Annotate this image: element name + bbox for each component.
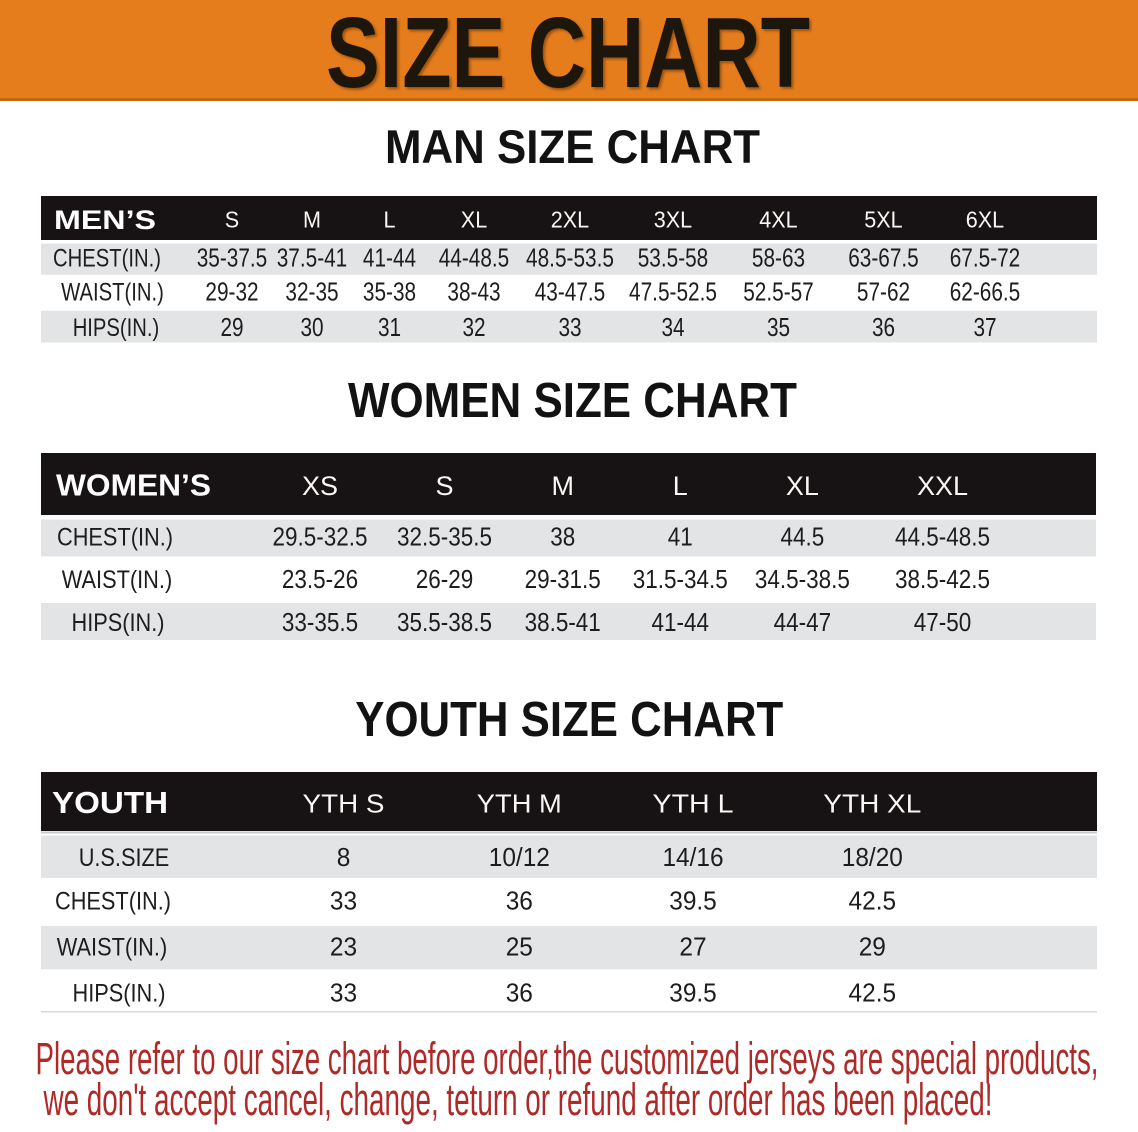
svg-text:30: 30 [300, 312, 323, 342]
svg-text:HIPS(IN.): HIPS(IN.) [72, 609, 165, 637]
svg-text:YTH M: YTH M [477, 789, 562, 819]
svg-text:35.5-38.5: 35.5-38.5 [397, 607, 492, 637]
svg-text:34.5-38.5: 34.5-38.5 [755, 564, 850, 594]
svg-text:37.5-41: 37.5-41 [277, 243, 348, 273]
svg-text:WAIST(IN.): WAIST(IN.) [62, 566, 172, 594]
svg-text:M: M [303, 207, 321, 233]
svg-text:YOUTH SIZE CHART: YOUTH SIZE CHART [355, 692, 783, 747]
svg-text:29: 29 [859, 934, 886, 962]
svg-text:Please refer to our size chart: Please refer to our size chart before or… [36, 1033, 1099, 1084]
svg-text:27: 27 [679, 934, 706, 962]
svg-text:WOMEN SIZE CHART: WOMEN SIZE CHART [348, 373, 797, 428]
svg-text:YTH S: YTH S [303, 789, 385, 819]
svg-text:41-44: 41-44 [652, 607, 710, 637]
svg-text:31: 31 [378, 312, 401, 342]
svg-text:42.5: 42.5 [849, 980, 897, 1008]
svg-text:29-32: 29-32 [205, 277, 258, 307]
svg-text:39.5: 39.5 [669, 888, 717, 916]
svg-text:34: 34 [661, 312, 684, 342]
svg-text:XXL: XXL [917, 471, 968, 501]
svg-text:53.5-58: 53.5-58 [638, 243, 709, 273]
svg-text:58-63: 58-63 [752, 243, 805, 273]
svg-text:S: S [435, 471, 453, 501]
svg-text:48.5-53.5: 48.5-53.5 [526, 243, 614, 273]
svg-text:63-67.5: 63-67.5 [848, 243, 919, 273]
svg-text:S: S [225, 207, 239, 233]
svg-text:U.S.SIZE: U.S.SIZE [79, 844, 170, 872]
svg-text:38.5-42.5: 38.5-42.5 [895, 564, 990, 594]
svg-text:WOMEN’S: WOMEN’S [56, 468, 211, 503]
svg-text:57-62: 57-62 [857, 277, 910, 307]
svg-text:44-47: 44-47 [774, 607, 832, 637]
svg-text:38: 38 [550, 522, 575, 552]
svg-text:14/16: 14/16 [662, 844, 723, 872]
svg-text:18/20: 18/20 [842, 844, 903, 872]
svg-text:44.5-48.5: 44.5-48.5 [895, 522, 990, 552]
svg-text:XS: XS [302, 471, 338, 501]
svg-text:HIPS(IN.): HIPS(IN.) [73, 980, 166, 1008]
svg-text:3XL: 3XL [654, 207, 692, 233]
svg-text:2XL: 2XL [551, 207, 589, 233]
svg-text:44.5: 44.5 [781, 522, 825, 552]
svg-text:XL: XL [461, 207, 487, 233]
svg-text:YOUTH: YOUTH [52, 785, 168, 820]
svg-text:CHEST(IN.): CHEST(IN.) [55, 888, 171, 916]
svg-text:YTH XL: YTH XL [823, 789, 921, 819]
svg-text:35: 35 [767, 312, 790, 342]
svg-text:CHEST(IN.): CHEST(IN.) [53, 245, 161, 273]
svg-text:29: 29 [220, 312, 243, 342]
svg-text:35-38: 35-38 [363, 277, 416, 307]
svg-text:44-48.5: 44-48.5 [439, 243, 510, 273]
svg-text:29.5-32.5: 29.5-32.5 [273, 522, 368, 552]
svg-text:43-47.5: 43-47.5 [535, 277, 606, 307]
svg-text:23: 23 [330, 934, 357, 962]
svg-text:10/12: 10/12 [489, 844, 550, 872]
svg-text:37: 37 [973, 312, 996, 342]
svg-text:L: L [673, 471, 688, 501]
svg-text:25: 25 [506, 934, 533, 962]
svg-text:41: 41 [668, 522, 693, 552]
svg-text:MEN’S: MEN’S [54, 205, 156, 235]
svg-text:33-35.5: 33-35.5 [282, 607, 358, 637]
svg-text:32: 32 [462, 312, 485, 342]
svg-text:YTH L: YTH L [653, 789, 734, 819]
svg-text:32.5-35.5: 32.5-35.5 [397, 522, 492, 552]
svg-text:31.5-34.5: 31.5-34.5 [633, 564, 728, 594]
svg-text:we don't accept cancel, change: we don't accept cancel, change, teturn o… [43, 1074, 993, 1125]
svg-text:39.5: 39.5 [669, 980, 717, 1008]
svg-text:6XL: 6XL [966, 207, 1004, 233]
svg-text:WAIST(IN.): WAIST(IN.) [57, 934, 167, 962]
svg-text:41-44: 41-44 [363, 243, 416, 273]
svg-text:SIZE CHART: SIZE CHART [326, 0, 810, 109]
svg-text:38.5-41: 38.5-41 [525, 607, 601, 637]
svg-text:33: 33 [558, 312, 581, 342]
svg-text:52.5-57: 52.5-57 [743, 277, 814, 307]
svg-text:4XL: 4XL [759, 207, 797, 233]
svg-text:42.5: 42.5 [849, 888, 897, 916]
svg-text:32-35: 32-35 [285, 277, 338, 307]
svg-text:5XL: 5XL [864, 207, 902, 233]
svg-text:WAIST(IN.): WAIST(IN.) [61, 279, 164, 307]
svg-text:M: M [551, 471, 574, 501]
svg-text:62-66.5: 62-66.5 [950, 277, 1021, 307]
svg-text:29-31.5: 29-31.5 [525, 564, 601, 594]
svg-text:33: 33 [330, 980, 357, 1008]
svg-text:33: 33 [330, 888, 357, 916]
svg-text:8: 8 [337, 844, 351, 872]
svg-text:36: 36 [872, 312, 895, 342]
svg-text:35-37.5: 35-37.5 [197, 243, 268, 273]
svg-text:CHEST(IN.): CHEST(IN.) [57, 524, 173, 552]
svg-text:47.5-52.5: 47.5-52.5 [629, 277, 717, 307]
svg-text:36: 36 [506, 980, 533, 1008]
svg-text:36: 36 [506, 888, 533, 916]
svg-text:XL: XL [786, 471, 819, 501]
svg-text:HIPS(IN.): HIPS(IN.) [73, 314, 160, 342]
svg-text:26-29: 26-29 [416, 564, 474, 594]
svg-text:23.5-26: 23.5-26 [282, 564, 358, 594]
svg-text:47-50: 47-50 [914, 607, 972, 637]
svg-text:MAN SIZE CHART: MAN SIZE CHART [385, 120, 760, 173]
svg-text:38-43: 38-43 [447, 277, 500, 307]
svg-text:L: L [384, 207, 396, 233]
svg-text:67.5-72: 67.5-72 [950, 243, 1021, 273]
